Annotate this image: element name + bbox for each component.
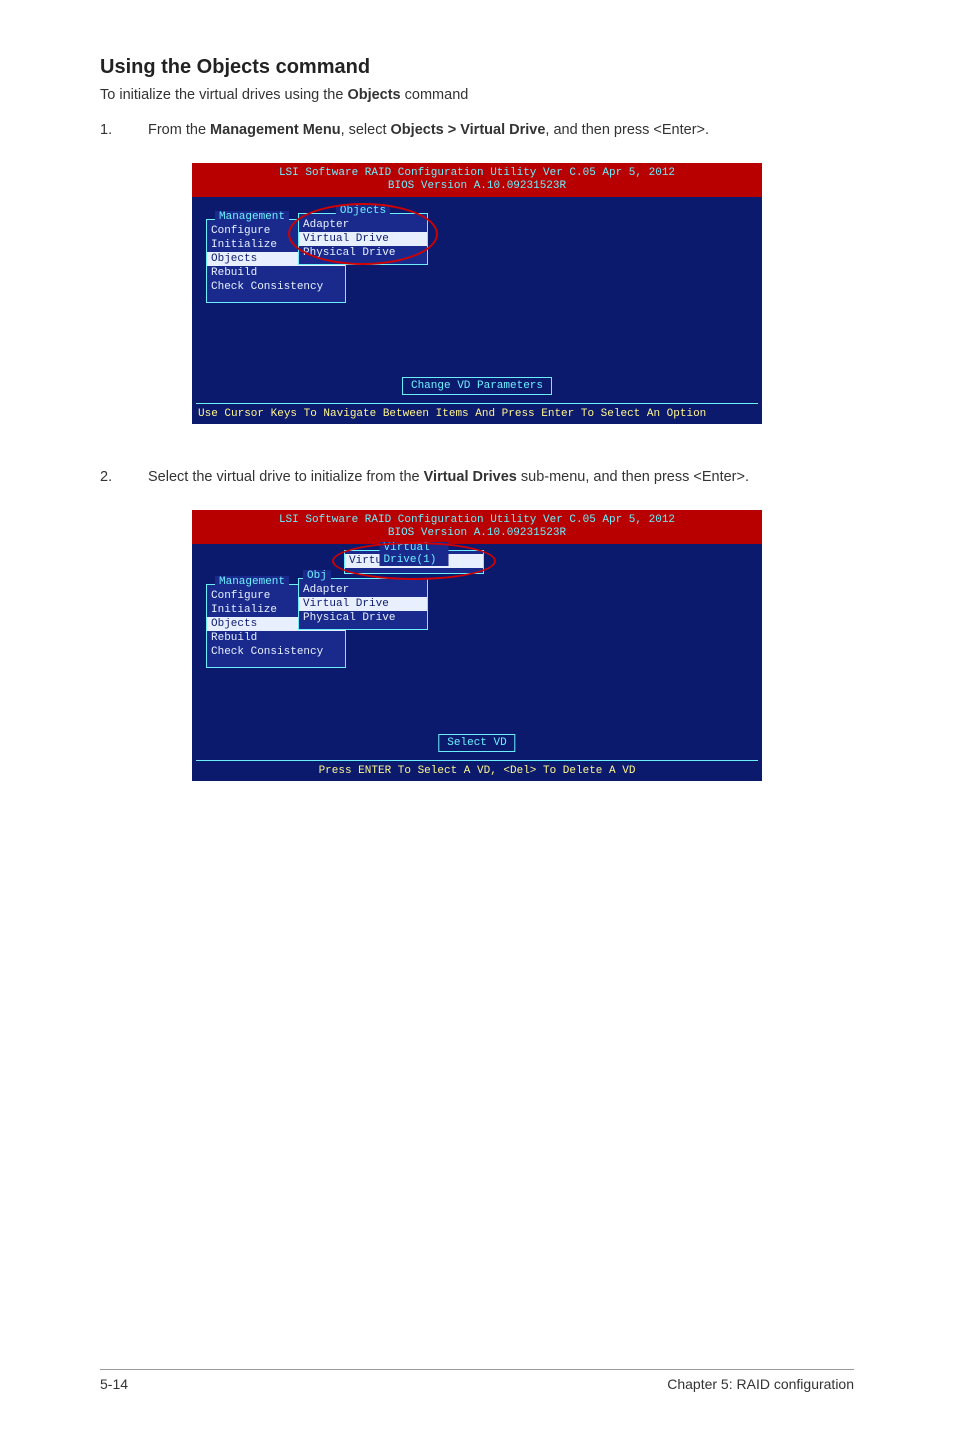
b: Virtual Drives <box>424 469 517 485</box>
t: From the <box>148 122 210 138</box>
bios-header: LSI Software RAID Configuration Utility … <box>192 510 762 544</box>
objects-menu-box: Objects Adapter Virtual Drive Physical D… <box>298 213 428 265</box>
vd-list-title: Virtual Drive(1) <box>380 542 449 566</box>
status-label: Select VD <box>438 734 515 752</box>
section-heading: Using the Objects command <box>100 56 854 79</box>
bios-header-line2: BIOS Version A.10.09231523R <box>192 527 762 540</box>
menu-item-rebuild[interactable]: Rebuild <box>207 266 345 280</box>
intro-bold: Objects <box>347 87 400 103</box>
bios-footer: Use Cursor Keys To Navigate Between Item… <box>192 404 762 424</box>
step-text: Select the virtual drive to initialize f… <box>148 468 854 488</box>
objects-title-short: Obj <box>303 570 331 582</box>
menu-item-physical-drive[interactable]: Physical Drive <box>299 246 427 260</box>
page-number: 5-14 <box>100 1376 128 1392</box>
step-2: 2. Select the virtual drive to initializ… <box>100 468 854 488</box>
chapter-label: Chapter 5: RAID configuration <box>667 1376 854 1392</box>
objects-menu-box: Obj Adapter Virtual Drive Physical Drive <box>298 578 428 630</box>
page-footer: 5-14 Chapter 5: RAID configuration <box>100 1369 854 1392</box>
bios-footer: Press ENTER To Select A VD, <Del> To Del… <box>192 761 762 781</box>
menu-item-adapter[interactable]: Adapter <box>299 218 427 232</box>
objects-title: Objects <box>336 205 390 217</box>
t: , select <box>341 122 391 138</box>
management-title: Management <box>215 576 289 588</box>
bios-header-line1: LSI Software RAID Configuration Utility … <box>192 514 762 527</box>
menu-item-adapter[interactable]: Adapter <box>299 583 427 597</box>
step-text: From the Management Menu, select Objects… <box>148 121 854 141</box>
intro-suffix: command <box>401 87 469 103</box>
menu-item-rebuild[interactable]: Rebuild <box>207 631 345 645</box>
menu-item-physical-drive[interactable]: Physical Drive <box>299 611 427 625</box>
t: , and then press <Enter>. <box>545 122 709 138</box>
step-number: 2. <box>100 468 148 488</box>
bios-screenshot-2: LSI Software RAID Configuration Utility … <box>192 510 762 781</box>
t: sub-menu, and then press <Enter>. <box>517 469 749 485</box>
intro-prefix: To initialize the virtual drives using t… <box>100 87 347 103</box>
bios-body: Virtual Drive(1) Virtual Drive 0 Managem… <box>192 544 762 760</box>
menu-item-check-consistency[interactable]: Check Consistency <box>207 280 345 294</box>
intro-text: To initialize the virtual drives using t… <box>100 87 854 103</box>
menu-item-check-consistency[interactable]: Check Consistency <box>207 645 345 659</box>
b: Objects > Virtual Drive <box>391 122 546 138</box>
virtual-drive-list-box: Virtual Drive(1) Virtual Drive 0 <box>344 550 484 574</box>
step-1: 1. From the Management Menu, select Obje… <box>100 121 854 141</box>
t: Select the virtual drive to initialize f… <box>148 469 424 485</box>
b: Management Menu <box>210 122 341 138</box>
bios-header-line2: BIOS Version A.10.09231523R <box>192 180 762 193</box>
status-label: Change VD Parameters <box>402 377 552 395</box>
step-number: 1. <box>100 121 148 141</box>
bios-header: LSI Software RAID Configuration Utility … <box>192 163 762 197</box>
menu-item-virtual-drive[interactable]: Virtual Drive <box>299 597 427 611</box>
menu-item-virtual-drive[interactable]: Virtual Drive <box>299 232 427 246</box>
management-title: Management <box>215 211 289 223</box>
bios-screenshot-1: LSI Software RAID Configuration Utility … <box>192 163 762 424</box>
bios-header-line1: LSI Software RAID Configuration Utility … <box>192 167 762 180</box>
bios-body: Management Configure Initialize Objects … <box>192 197 762 403</box>
